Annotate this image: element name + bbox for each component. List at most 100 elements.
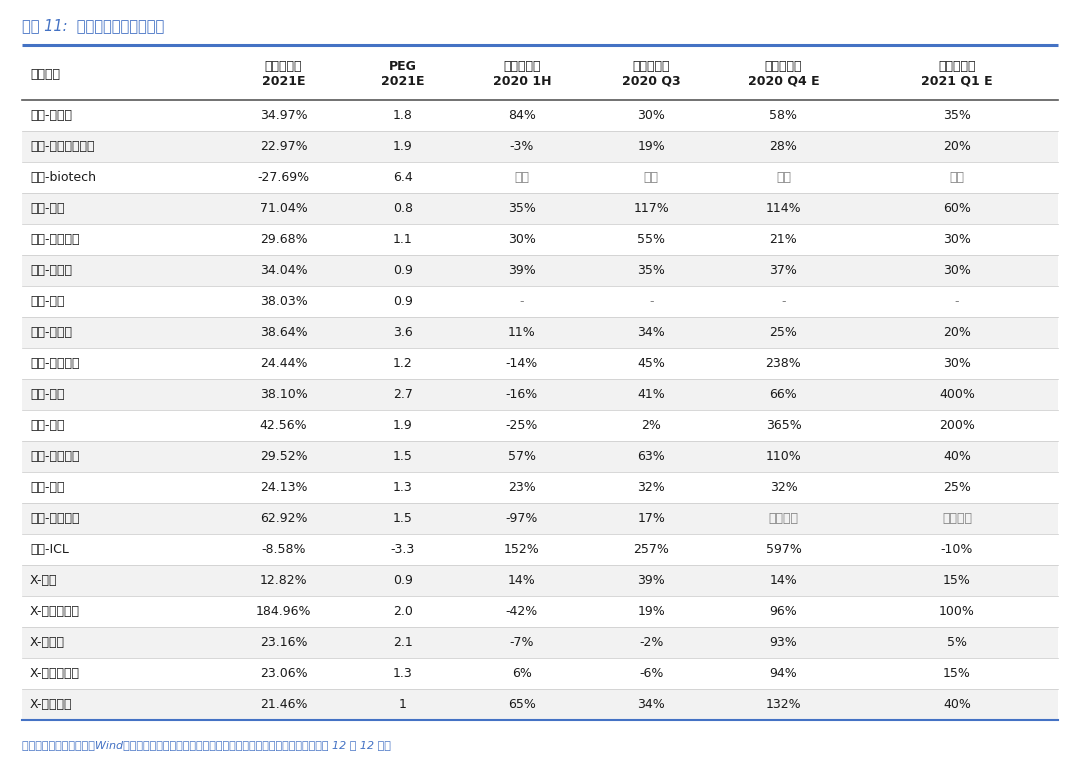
Text: 28%: 28%	[770, 140, 797, 153]
Text: -16%: -16%	[505, 388, 538, 401]
Text: 大幅扭亏: 大幅扭亏	[942, 512, 972, 525]
Text: 23.16%: 23.16%	[260, 636, 308, 649]
Text: X-特色处方药: X-特色处方药	[30, 667, 80, 680]
Text: 3.6: 3.6	[393, 326, 413, 339]
Text: X-原辅包材: X-原辅包材	[30, 698, 72, 711]
Text: 亏损: 亏损	[775, 171, 791, 184]
Text: 38.03%: 38.03%	[259, 295, 308, 308]
Text: X-流通: X-流通	[30, 574, 57, 587]
Text: 0.9: 0.9	[393, 295, 413, 308]
Text: 34%: 34%	[637, 698, 665, 711]
Text: 0.9: 0.9	[393, 574, 413, 587]
Text: 23%: 23%	[508, 481, 536, 494]
Text: 30%: 30%	[508, 233, 536, 246]
Text: 66%: 66%	[770, 388, 797, 401]
Bar	[22, 286, 1058, 317]
Text: 图表 11:  医药细分领域利润增速: 图表 11: 医药细分领域利润增速	[22, 18, 164, 33]
Text: 30%: 30%	[943, 357, 971, 370]
Text: 39%: 39%	[637, 574, 665, 587]
Text: 14%: 14%	[770, 574, 797, 587]
Text: 消费-儿科相关: 消费-儿科相关	[30, 450, 80, 463]
Text: 45%: 45%	[637, 357, 665, 370]
Text: 15%: 15%	[943, 574, 971, 587]
Text: 14%: 14%	[508, 574, 536, 587]
Text: 细分领域: 细分领域	[30, 68, 60, 81]
Text: 1.8: 1.8	[393, 109, 413, 122]
Text: 57%: 57%	[508, 450, 536, 463]
Text: -2%: -2%	[639, 636, 663, 649]
Text: 1.9: 1.9	[393, 140, 413, 153]
Text: 2.0: 2.0	[393, 605, 413, 618]
Text: 6%: 6%	[512, 667, 531, 680]
Text: 29.52%: 29.52%	[260, 450, 308, 463]
Bar	[22, 348, 1058, 379]
Text: 22.97%: 22.97%	[260, 140, 308, 153]
Text: X-血制品: X-血制品	[30, 636, 65, 649]
Text: 消费-眼科: 消费-眼科	[30, 388, 65, 401]
Text: X-医疗信息化: X-医疗信息化	[30, 605, 80, 618]
Text: 连锁-特色专科: 连锁-特色专科	[30, 512, 80, 525]
Text: -10%: -10%	[941, 543, 973, 556]
Text: 1.3: 1.3	[393, 667, 413, 680]
Text: 2.7: 2.7	[393, 388, 413, 401]
Text: -8.58%: -8.58%	[261, 543, 306, 556]
Text: 19%: 19%	[637, 605, 665, 618]
Bar	[22, 472, 1058, 503]
Text: 2%: 2%	[642, 419, 661, 432]
Bar	[22, 379, 1058, 410]
Text: -: -	[781, 295, 786, 308]
Text: 84%: 84%	[508, 109, 536, 122]
Text: 1.9: 1.9	[393, 419, 413, 432]
Text: 11%: 11%	[508, 326, 536, 339]
Bar	[22, 596, 1058, 627]
Text: 25%: 25%	[770, 326, 797, 339]
Text: 1.5: 1.5	[393, 450, 413, 463]
Text: 出海-创新药: 出海-创新药	[30, 326, 72, 339]
Text: 152%: 152%	[504, 543, 540, 556]
Text: 30%: 30%	[637, 109, 665, 122]
Text: 93%: 93%	[770, 636, 797, 649]
Text: 创新-biotech: 创新-biotech	[30, 171, 96, 184]
Text: 出海-注射剂: 出海-注射剂	[30, 264, 72, 277]
Text: 32%: 32%	[770, 481, 797, 494]
Text: 40%: 40%	[943, 698, 971, 711]
Text: 100%: 100%	[939, 605, 975, 618]
Bar	[22, 193, 1058, 224]
Bar	[22, 255, 1058, 286]
Text: 30%: 30%	[943, 233, 971, 246]
Text: 21.46%: 21.46%	[260, 698, 308, 711]
Text: 1.2: 1.2	[393, 357, 413, 370]
Text: 创新-服务商: 创新-服务商	[30, 109, 72, 122]
Text: 5%: 5%	[947, 636, 967, 649]
Text: 亏损: 亏损	[644, 171, 659, 184]
Text: 63%: 63%	[637, 450, 665, 463]
Text: 消费-品牌中药: 消费-品牌中药	[30, 357, 80, 370]
Text: -: -	[519, 295, 524, 308]
Text: 连锁-ICL: 连锁-ICL	[30, 543, 69, 556]
Text: 大幅扭亏: 大幅扭亏	[769, 512, 798, 525]
Text: 1.5: 1.5	[393, 512, 413, 525]
Bar	[22, 441, 1058, 472]
Text: 184.96%: 184.96%	[256, 605, 311, 618]
Text: 35%: 35%	[943, 109, 971, 122]
Text: 597%: 597%	[766, 543, 801, 556]
Bar	[22, 565, 1058, 596]
Text: 17%: 17%	[637, 512, 665, 525]
Text: 96%: 96%	[770, 605, 797, 618]
Text: 20%: 20%	[943, 326, 971, 339]
Text: 40%: 40%	[943, 450, 971, 463]
Text: 2.1: 2.1	[393, 636, 413, 649]
Text: 19%: 19%	[637, 140, 665, 153]
Text: 71.04%: 71.04%	[259, 202, 308, 215]
Text: 35%: 35%	[637, 264, 665, 277]
Text: 创新-传统药企转型: 创新-传统药企转型	[30, 140, 95, 153]
Text: 117%: 117%	[634, 202, 670, 215]
Text: 38.64%: 38.64%	[260, 326, 308, 339]
Text: 24.13%: 24.13%	[260, 481, 308, 494]
Text: 净利润增速
2021 Q1 E: 净利润增速 2021 Q1 E	[921, 60, 993, 88]
Text: 0.9: 0.9	[393, 264, 413, 277]
Text: 净利润增速
2021E: 净利润增速 2021E	[261, 60, 306, 88]
Text: 0.8: 0.8	[393, 202, 413, 215]
Text: 30%: 30%	[943, 264, 971, 277]
Text: 29.68%: 29.68%	[260, 233, 308, 246]
